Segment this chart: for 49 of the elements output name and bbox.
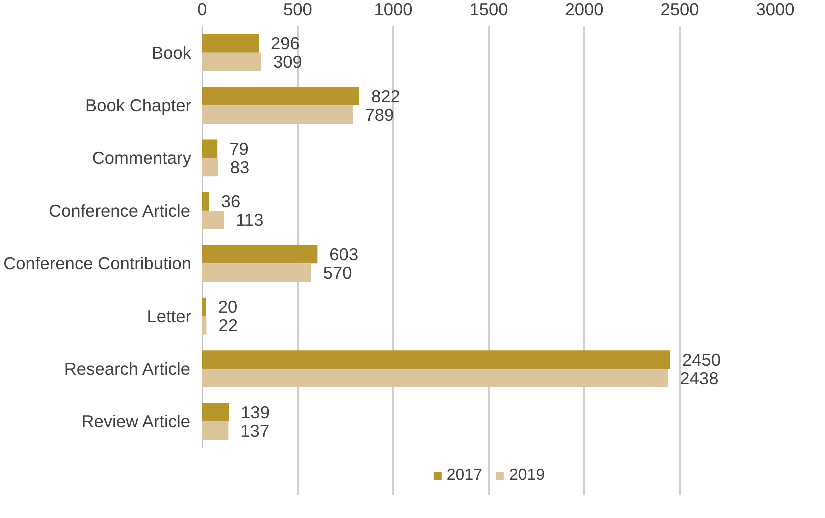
- x-tick-label: 1500: [470, 0, 508, 20]
- bar: [202, 245, 318, 264]
- data-label: 137: [240, 420, 270, 441]
- x-tick-label: 1000: [374, 0, 413, 20]
- y-tick-label: Commentary: [92, 148, 192, 168]
- data-label: 79: [230, 139, 249, 160]
- x-tick-label: 2500: [660, 0, 700, 20]
- bar: [202, 192, 210, 211]
- y-tick-label: Letter: [147, 306, 192, 326]
- data-label: 296: [271, 34, 300, 54]
- bar: [202, 210, 224, 230]
- bar: [202, 422, 229, 440]
- bar: [202, 350, 670, 370]
- data-label: 36: [221, 192, 241, 212]
- data-label: 22: [218, 316, 238, 336]
- data-label: 2438: [680, 368, 719, 388]
- bar: [202, 158, 218, 177]
- x-tick-label: 3000: [756, 0, 795, 20]
- y-tick-label: Conference Contribution: [4, 254, 192, 274]
- y-tick-label: Conference Article: [48, 200, 191, 221]
- data-label: 139: [241, 402, 270, 423]
- bar: [202, 403, 230, 422]
- data-label: 789: [365, 104, 394, 125]
- y-tick-label: Review Article: [82, 412, 191, 432]
- data-label: 113: [236, 210, 264, 230]
- legend-label: 2017: [446, 467, 482, 485]
- bar: [202, 106, 354, 124]
- data-label: 83: [230, 157, 250, 178]
- bar: [202, 87, 360, 106]
- data-label: 570: [323, 262, 352, 283]
- bar: [202, 52, 262, 72]
- data-label: 2450: [682, 350, 722, 370]
- bar: [202, 298, 206, 316]
- y-tick-label: Research Article: [64, 359, 191, 380]
- x-tick-label: 0: [198, 0, 208, 20]
- bar: [202, 34, 260, 53]
- data-label: 603: [330, 244, 359, 264]
- data-label: 822: [372, 86, 400, 106]
- bar: [202, 264, 312, 282]
- y-tick-label: Book Chapter: [86, 96, 192, 116]
- bar: [202, 140, 218, 158]
- data-label: 20: [218, 297, 238, 318]
- bar: [202, 316, 207, 335]
- legend-label: 2019: [510, 467, 546, 485]
- y-tick-label: Book: [152, 42, 192, 63]
- bar: [202, 369, 668, 388]
- x-tick-label: 500: [284, 0, 312, 20]
- data-label: 309: [274, 52, 302, 72]
- x-tick-label: 2000: [565, 0, 604, 20]
